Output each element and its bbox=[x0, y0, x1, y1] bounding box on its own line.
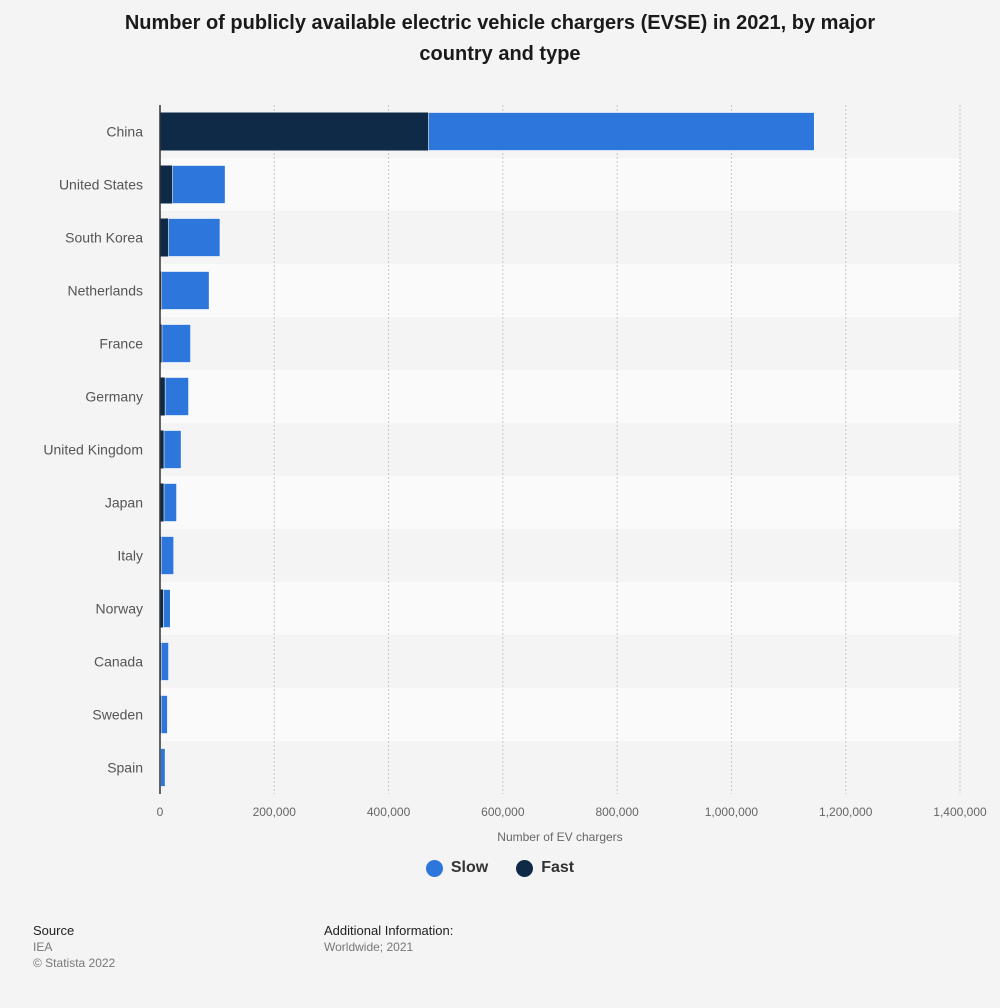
category-label-norway: Norway bbox=[96, 601, 143, 617]
category-label-italy: Italy bbox=[117, 548, 143, 564]
x-tick-label: 1,200,000 bbox=[819, 805, 873, 819]
bar-slow-spain bbox=[160, 748, 166, 787]
category-label-france: France bbox=[99, 336, 143, 352]
bar-fast-china bbox=[160, 112, 429, 151]
source-label: Source bbox=[33, 923, 75, 938]
x-tick-label: 1,400,000 bbox=[933, 805, 987, 819]
bar-slow-france bbox=[161, 324, 191, 363]
x-tick-label: 600,000 bbox=[481, 805, 525, 819]
row-band bbox=[160, 582, 960, 635]
chart-plot-area: 0 200,000 400,000 600,000 800,000 1,000,000 1,… bbox=[43, 105, 987, 844]
bar-fast-france bbox=[160, 324, 162, 363]
source-value[interactable]: IEA bbox=[33, 940, 53, 954]
x-tick-label: 1,000,000 bbox=[705, 805, 759, 819]
additional-info-label[interactable]: Additional Information: bbox=[324, 923, 454, 938]
row-band bbox=[160, 635, 960, 688]
row-band bbox=[160, 529, 960, 582]
chart-legend: Slow Fast bbox=[0, 859, 1000, 877]
bar-slow-germany bbox=[164, 377, 189, 416]
bar-fast-germany bbox=[160, 377, 166, 416]
additional-info-value: Worldwide; 2021 bbox=[324, 940, 414, 954]
bar-slow-canada bbox=[160, 642, 169, 681]
category-label-germany: Germany bbox=[85, 389, 143, 405]
legend-swatch-slow bbox=[425, 859, 443, 877]
legend-label-fast: Fast bbox=[541, 859, 575, 876]
chart-title-line-1: Number of publicly available electric ve… bbox=[124, 12, 876, 34]
legend-item-slow[interactable]: Slow bbox=[425, 859, 489, 877]
bar-slow-south-korea bbox=[168, 218, 221, 257]
bar-slow-united-states bbox=[172, 165, 226, 204]
bar-fast-japan bbox=[160, 483, 164, 522]
bar-fast-norway bbox=[160, 589, 164, 628]
row-band bbox=[160, 264, 960, 317]
row-band bbox=[160, 688, 960, 741]
chart-title-line-2: country and type bbox=[419, 43, 581, 65]
footer-additional-info: Additional Information: Worldwide; 2021 bbox=[324, 923, 453, 955]
chart-title: Number of publicly available electric ve… bbox=[40, 8, 960, 70]
category-label-japan: Japan bbox=[105, 495, 143, 511]
bar-slow-norway bbox=[163, 589, 171, 628]
category-label-canada: Canada bbox=[94, 654, 143, 670]
category-label-sweden: Sweden bbox=[92, 707, 143, 723]
bar-slow-sweden bbox=[160, 695, 168, 734]
x-tick-label: 0 bbox=[157, 805, 164, 819]
bar-slow-china bbox=[428, 112, 815, 151]
bar-fast-south-korea bbox=[160, 218, 169, 257]
row-band bbox=[160, 211, 960, 264]
bar-fast-united-states bbox=[160, 165, 173, 204]
x-tick-label: 200,000 bbox=[253, 805, 297, 819]
category-label-south-korea: South Korea bbox=[65, 230, 143, 246]
row-band bbox=[160, 423, 960, 476]
row-band bbox=[160, 317, 960, 370]
x-tick-label: 800,000 bbox=[595, 805, 639, 819]
x-axis-label: Number of EV chargers bbox=[497, 830, 622, 844]
row-band bbox=[160, 158, 960, 211]
row-band bbox=[160, 741, 960, 794]
bar-slow-united-kingdom bbox=[163, 430, 182, 469]
bar-slow-netherlands bbox=[161, 271, 210, 310]
category-label-united-kingdom: United Kingdom bbox=[43, 442, 143, 458]
category-label-spain: Spain bbox=[107, 760, 143, 776]
category-label-china: China bbox=[106, 124, 143, 140]
legend-label-slow: Slow bbox=[450, 859, 489, 876]
category-label-netherlands: Netherlands bbox=[68, 283, 144, 299]
footer-source: Source IEA © Statista 2022 bbox=[33, 923, 115, 971]
bar-fast-united-kingdom bbox=[160, 430, 164, 469]
row-band bbox=[160, 370, 960, 423]
category-label-united-states: United States bbox=[59, 177, 143, 193]
bar-slow-italy bbox=[160, 536, 175, 575]
legend-swatch-fast bbox=[516, 859, 534, 877]
row-band bbox=[160, 476, 960, 529]
legend-item-fast[interactable]: Fast bbox=[516, 859, 574, 877]
bar-slow-japan bbox=[163, 483, 177, 522]
bar-fast-netherlands bbox=[160, 271, 162, 310]
x-tick-label: 400,000 bbox=[367, 805, 411, 819]
copyright[interactable]: © Statista 2022 bbox=[33, 956, 116, 970]
